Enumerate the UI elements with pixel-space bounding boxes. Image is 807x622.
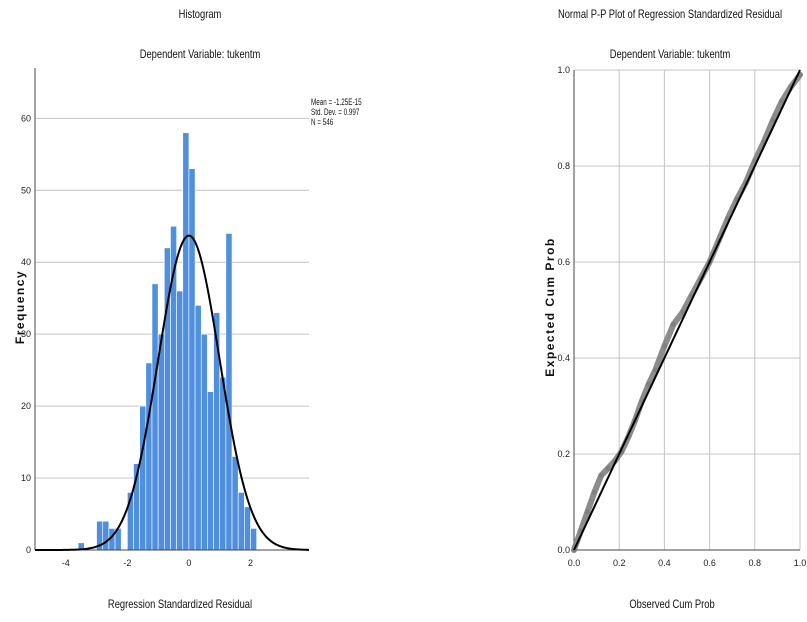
histogram-x-tick-label: -2	[123, 558, 131, 568]
pp-plot-point	[652, 367, 658, 373]
histogram-subtitle: Dependent Variable: tukentm	[139, 47, 261, 61]
histogram-x-tick-label: 2	[248, 558, 253, 568]
pp-plot-reference-line	[573, 69, 801, 551]
pp-plot-x-axis-label: Observed Cum Prob	[629, 597, 715, 611]
pp-plot-point	[779, 98, 785, 104]
pp-plot-point	[598, 473, 604, 479]
pp-plot-point	[605, 465, 611, 471]
pp-plot-point	[670, 321, 676, 327]
pp-plot-point	[661, 343, 667, 349]
pp-plot-point	[585, 509, 591, 515]
pp-plot-x-tick-label: 0.4	[658, 558, 671, 568]
histogram-y-tick-label: 60	[21, 113, 31, 123]
histogram-x-axis-label: Regression Standardized Residual	[107, 597, 253, 611]
pp-plot-x-tick-label: 0.0	[568, 558, 581, 568]
pp-plot-y-tick-label: 0.6	[557, 257, 570, 267]
histogram-stat-mean: Mean = -1.25E-15	[311, 97, 362, 107]
pp-plot-point	[770, 117, 776, 123]
pp-plot-y-tick-label: 0.0	[557, 545, 570, 555]
pp-plot-y-tick-label: 0.8	[557, 161, 570, 171]
histogram-y-tick-label: 50	[21, 185, 31, 195]
pp-plot-x-tick-label: 1.0	[794, 558, 807, 568]
pp-plot-y-tick-label: 0.2	[557, 449, 570, 459]
histogram-y-tick-label: 10	[21, 473, 31, 483]
histogram-y-tick-label: 0	[26, 545, 31, 555]
pp-plot-x-tick-label: 0.6	[703, 558, 716, 568]
histogram-y-tick-label: 30	[21, 329, 31, 339]
histogram-x-tick-label: -4	[62, 558, 70, 568]
pp-plot-y-tick-label: 0.4	[557, 353, 570, 363]
histogram-y-tick-label: 20	[21, 401, 31, 411]
pp-plot-subtitle: Dependent Variable: tukentm	[609, 47, 731, 61]
histogram-stat-std: Std. Dev. = 0.997	[311, 107, 360, 117]
pp-plot-y-tick-label: 1.0	[557, 65, 570, 75]
histogram-normal-curve	[35, 234, 310, 551]
histogram-y-tick-label: 40	[21, 257, 31, 267]
histogram-stats: Mean = -1.25E-15 Std. Dev. = 0.997 N = 5…	[311, 97, 362, 127]
histogram-title: Histogram	[178, 7, 222, 21]
pp-plot-x-tick-label: 0.2	[613, 558, 626, 568]
histogram-x-tick-label: 0	[186, 558, 191, 568]
pp-plot-point	[679, 309, 685, 315]
histogram-stat-n: N = 546	[311, 117, 334, 127]
pp-plot-point	[591, 489, 597, 495]
pp-plot-title: Normal P-P Plot of Regression Standardiz…	[557, 7, 783, 21]
pp-plot-x-tick-label: 0.8	[749, 558, 762, 568]
pp-plot-point	[646, 381, 652, 387]
